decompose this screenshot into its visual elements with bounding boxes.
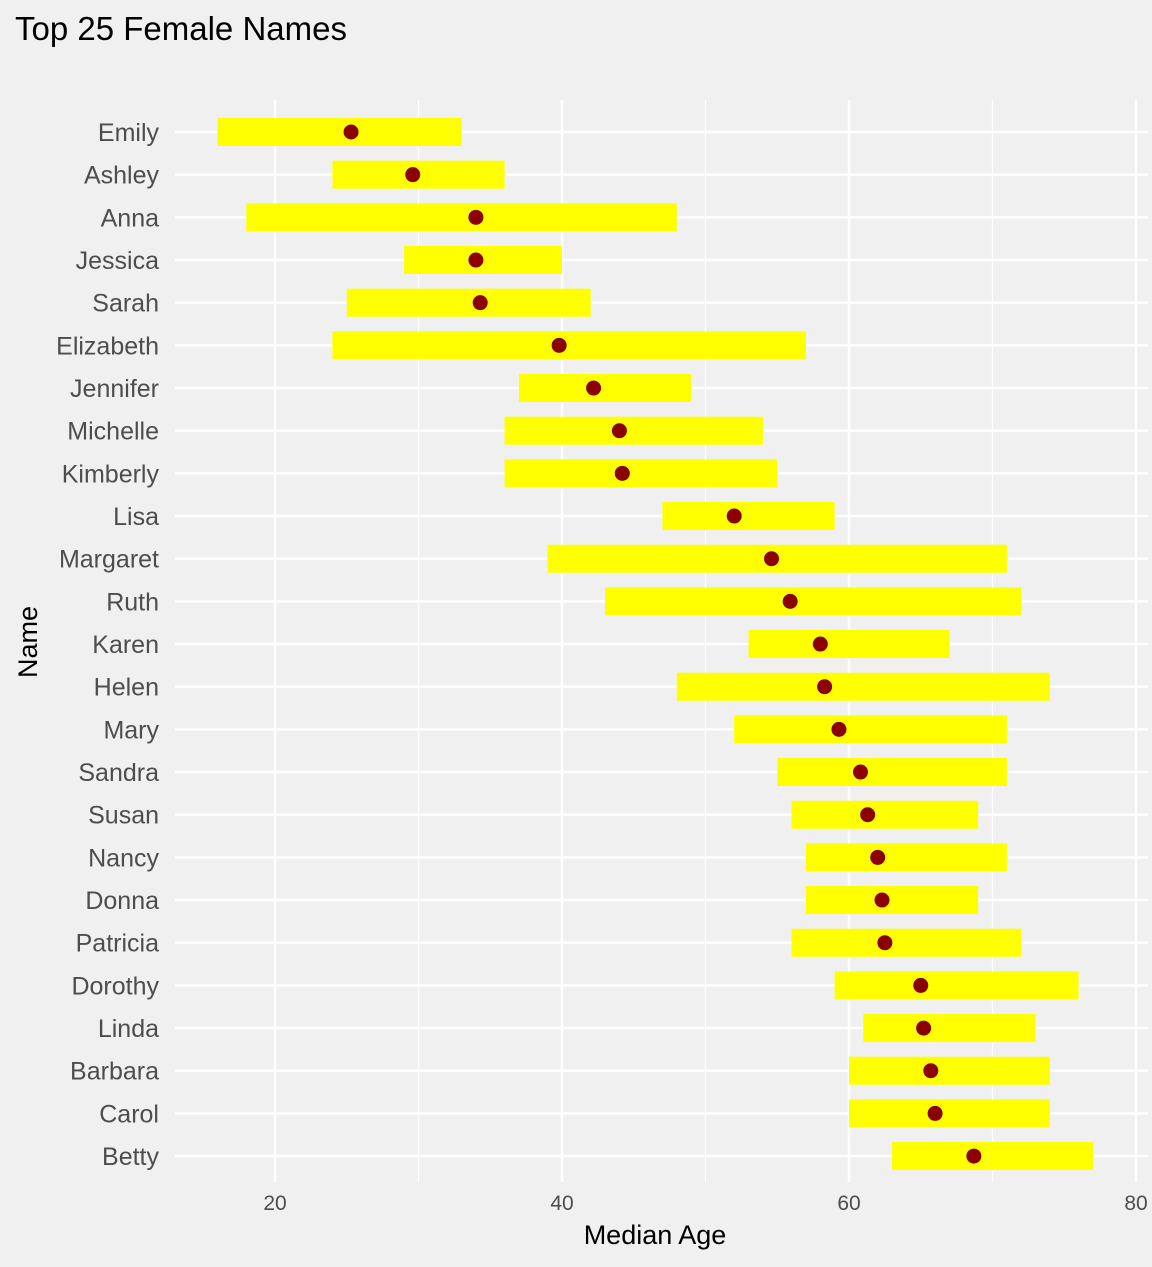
median-point-carol [927,1105,943,1121]
y-tick-label: Ashley [84,162,160,190]
range-bar-michelle [504,416,763,445]
median-point-karen [812,636,828,652]
median-point-nancy [870,849,886,865]
range-bar-ruth [605,587,1022,616]
range-bar-karen [748,630,950,659]
median-point-patricia [877,935,893,951]
y-tick-label: Carol [99,1100,159,1128]
chart-title: Top 25 Female Names [15,10,347,47]
range-bar-barbara [849,1056,1050,1085]
x-tick-label: 80 [1124,1192,1147,1215]
y-tick-label: Linda [98,1015,159,1043]
median-point-ruth [782,593,798,609]
y-tick-label: Barbara [70,1058,159,1086]
y-tick-label: Elizabeth [56,332,159,360]
y-tick-label: Karen [92,631,159,659]
y-tick-label: Patricia [76,930,159,958]
y-axis-title: Name [13,606,43,678]
median-point-barbara [923,1063,939,1079]
range-bar-nancy [805,843,1007,872]
range-bar-sandra [777,758,1007,787]
median-point-susan [860,807,876,823]
range-bar-emily [217,118,462,146]
range-bar-sarah [346,288,591,317]
y-tick-label: Kimberly [62,460,160,488]
y-tick-label: Anna [101,204,159,232]
median-point-donna [874,892,890,908]
range-bar-jennifer [518,374,692,403]
range-bar-carol [849,1099,1050,1128]
median-point-kimberly [614,465,630,481]
range-bars [217,118,1093,1171]
median-point-emily [343,124,359,140]
range-bar-kimberly [504,459,778,488]
x-tick-label: 20 [263,1192,286,1215]
median-point-sandra [852,764,868,780]
median-point-ashley [405,167,421,183]
x-axis-title: Median Age [584,1220,727,1250]
y-tick-label: Jessica [76,247,159,275]
x-tick-labels: 20 40 60 80 [263,1192,1147,1215]
median-point-margaret [764,551,780,567]
range-bar-dorothy [834,971,1079,1000]
range-bar-elizabeth [332,331,806,360]
range-bar-susan [791,800,979,829]
y-tick-label: Jennifer [70,375,159,403]
median-point-helen [817,679,833,695]
range-bar-linda [863,1014,1036,1043]
y-tick-label: Susan [88,802,159,830]
range-bar-helen [676,672,1050,701]
y-tick-label: Betty [102,1143,159,1171]
median-point-jessica [468,252,484,268]
y-tick-label: Donna [85,887,159,915]
y-tick-label: Helen [94,674,159,702]
y-tick-label: Ruth [106,588,159,616]
y-tick-label: Emily [98,119,160,147]
median-point-betty [966,1148,982,1164]
median-point-mary [831,721,847,737]
y-tick-label: Sandra [78,759,159,787]
median-point-lisa [726,508,742,524]
y-tick-labels: Emily Ashley Anna Jessica Sarah Elizabeth Jenn… [56,119,159,1171]
y-tick-label: Margaret [59,546,159,574]
range-bar-lisa [662,502,835,531]
range-bar-anna [246,203,677,232]
median-point-jennifer [586,380,602,396]
x-tick-label: 40 [550,1192,573,1215]
median-points [343,124,982,1164]
median-point-sarah [472,295,488,311]
y-tick-label: Michelle [67,418,159,446]
y-tick-label: Sarah [92,290,159,318]
median-point-dorothy [913,977,929,993]
range-bar-betty [892,1142,1093,1171]
y-tick-label: Lisa [113,503,159,531]
median-point-michelle [611,423,627,439]
y-tick-label: Nancy [88,844,159,872]
range-bar-mary [734,715,1007,744]
y-tick-label: Mary [103,716,159,744]
range-bar-patricia [791,928,1022,957]
x-tick-label: 60 [837,1192,860,1215]
median-point-anna [468,209,484,225]
median-point-elizabeth [551,337,567,353]
range-bar-donna [805,886,979,915]
median-point-linda [916,1020,932,1036]
y-tick-label: Dorothy [71,972,159,1000]
